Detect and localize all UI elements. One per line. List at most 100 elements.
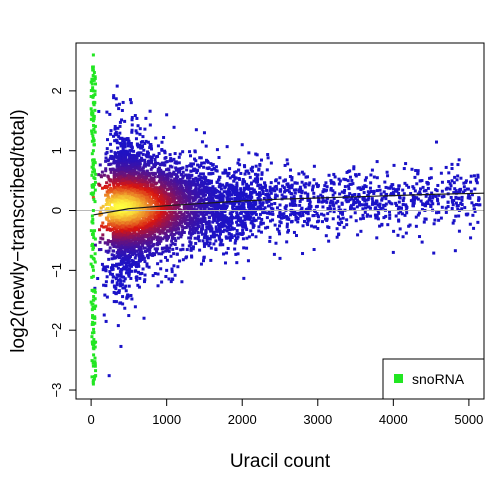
data-point [411,200,415,204]
data-point [151,184,155,188]
data-point [306,217,310,221]
data-point [170,221,174,225]
data-point [306,223,310,227]
data-point [149,231,153,235]
data-point [143,211,147,215]
data-point [101,268,105,272]
data-point [120,209,124,213]
data-point [105,200,109,204]
data-point [137,162,141,166]
data-point [269,161,273,165]
data-point [113,231,117,235]
data-point [281,184,285,188]
data-point [208,237,212,241]
data-point [104,156,108,160]
data-point [248,206,252,210]
data-point [202,236,206,240]
data-point [404,162,408,166]
data-point [235,184,239,188]
data-point [195,183,199,187]
data-point [122,198,126,202]
data-point [359,229,363,233]
data-point [144,184,148,188]
data-point [340,201,344,205]
data-point [169,205,173,209]
data-point [397,205,401,209]
data-point [138,143,142,147]
data-point [156,237,160,241]
data-point [282,195,286,199]
data-point [217,213,221,217]
data-point [301,211,305,215]
data-point [152,229,156,233]
data-point [142,223,146,227]
data-point [152,237,156,241]
data-point [147,162,151,166]
data-point [154,182,158,186]
data-point [389,192,393,196]
data-point [316,195,320,199]
data-point [181,243,185,247]
data-point [117,207,121,211]
data-point [182,193,186,197]
data-point [112,94,116,98]
data-point [213,187,217,191]
data-point [114,185,118,189]
data-point [104,284,108,288]
data-point [124,222,128,226]
data-point [109,239,113,243]
data-point [383,204,387,208]
data-point [190,164,194,168]
data-point [124,284,128,288]
data-point [130,258,134,262]
data-point [103,293,107,297]
data-point [331,217,335,221]
data-point [170,267,174,271]
data-point [117,172,121,176]
data-point [205,182,209,186]
data-point [111,181,115,185]
data-point [207,203,211,207]
data-point [112,226,116,230]
data-point [121,258,125,262]
data-point [180,231,184,235]
data-point [178,214,182,218]
data-point [120,212,124,216]
data-point [134,184,138,188]
data-point [277,181,281,185]
data-point [135,197,139,201]
data-point [251,233,255,237]
data-point [331,200,335,204]
data-point [125,245,129,249]
data-point [303,219,307,223]
data-point [328,204,332,208]
data-point [143,161,147,165]
data-point [115,264,119,268]
data-point [206,226,210,230]
data-point [133,166,137,170]
data-point [253,190,257,194]
data-point [401,199,405,203]
data-point [195,219,199,223]
data-point [414,168,418,172]
data-point [119,179,123,183]
data-point [197,189,201,193]
data-point [136,191,140,195]
data-point [473,209,477,213]
data-point [137,164,141,168]
data-point [454,214,458,218]
data-point [114,256,118,260]
data-point [120,262,124,266]
data-point [375,236,379,240]
data-point [242,222,246,226]
data-point [241,180,245,184]
data-point [355,198,359,202]
data-point [119,284,123,288]
data-point [270,202,274,206]
data-point [348,182,352,186]
data-point [351,203,355,207]
data-point [279,212,283,216]
data-point [252,204,256,208]
data-point [117,183,121,187]
data-point [209,258,213,262]
